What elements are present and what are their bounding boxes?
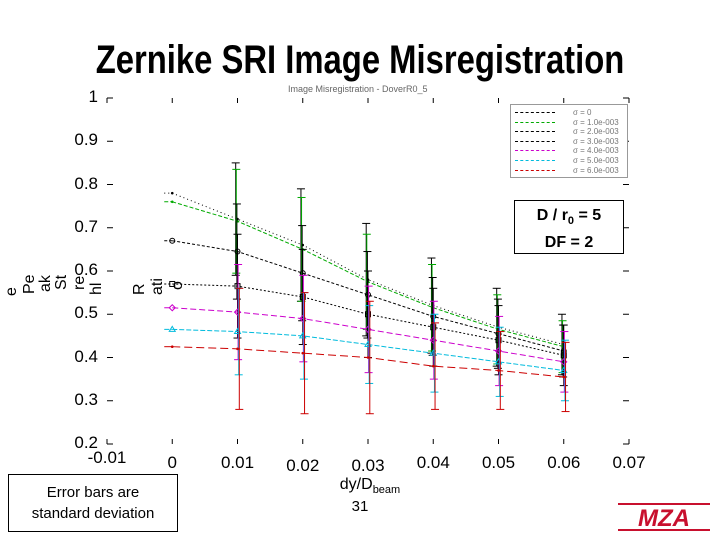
y-tick-label-5: 0.7 bbox=[74, 216, 98, 236]
legend-label-5: σ = 5.0e-003 bbox=[573, 156, 619, 165]
point-s3-p3 bbox=[365, 311, 371, 318]
y-tick-label-1: 0.3 bbox=[74, 389, 98, 409]
point-s6-p3 bbox=[366, 356, 370, 359]
legend-swatch-5 bbox=[515, 160, 555, 161]
x-tick-label-2: 0.01 bbox=[220, 453, 255, 472]
point-s6-p2 bbox=[301, 351, 305, 355]
x-tick-label-6: 0.05 bbox=[481, 453, 516, 472]
x-axis-label: dy/Dbeam bbox=[300, 476, 440, 496]
slide-title: Zernike SRI Image Misregistration bbox=[95, 38, 625, 82]
legend-label-4: σ = 4.0e-003 bbox=[573, 146, 619, 156]
series-line-3 bbox=[172, 283, 564, 356]
point-s3-p6 bbox=[560, 352, 567, 359]
note-line-2: standard deviation bbox=[31, 505, 155, 522]
page-number: 31 bbox=[351, 498, 369, 515]
annotation-df: DF = 2 bbox=[544, 234, 594, 252]
chart-subtitle: Image Misregistration - DoverR0_5 bbox=[288, 84, 428, 94]
point-s2-p0 bbox=[169, 237, 176, 244]
series-line-4 bbox=[172, 307, 564, 363]
legend-label-3: σ = 3.0e-003 bbox=[573, 136, 619, 146]
legend-swatch-6 bbox=[515, 169, 555, 171]
x-tick-label-7: 0.06 bbox=[547, 453, 581, 472]
series-line-5 bbox=[172, 328, 564, 371]
legend-label-1: σ = 1.0e-003 bbox=[573, 117, 619, 127]
y-axis-label-fragment-8: o bbox=[169, 281, 186, 290]
note-line-1: Error bars are bbox=[46, 484, 140, 501]
y-tick-label-8: 1 bbox=[88, 87, 98, 106]
x-axis-label-sub: beam bbox=[372, 484, 401, 497]
error-bar-note: Error bars are standard deviation bbox=[8, 474, 178, 532]
y-tick-label-6: 0.8 bbox=[74, 173, 98, 193]
y-axis-label-fragment-6: R bbox=[131, 283, 148, 295]
y-axis-label-fragment-7: ati bbox=[149, 278, 166, 295]
annotation-dr-sub: 0 bbox=[567, 215, 575, 228]
x-tick-label-0: -0.01 bbox=[87, 448, 127, 467]
point-s3-p2 bbox=[299, 293, 306, 300]
y-axis-label-fragment-4: re bbox=[71, 275, 88, 290]
x-tick-label-4: 0.03 bbox=[351, 456, 385, 475]
x-tick-label-1: 0 bbox=[167, 453, 177, 472]
legend-swatch-2 bbox=[515, 131, 555, 133]
point-s6-p4 bbox=[431, 364, 435, 368]
y-tick-label-2: 0.4 bbox=[74, 346, 98, 366]
y-tick-label-0: 0.2 bbox=[74, 433, 98, 452]
legend-label-2: σ = 2.0e-003 bbox=[573, 127, 619, 137]
y-axis-label-fragment-5: hl bbox=[88, 282, 105, 295]
y-axis-label-fragment-3: St bbox=[53, 274, 70, 290]
point-s3-p0 bbox=[169, 280, 176, 287]
legend-swatch-0 bbox=[515, 112, 555, 113]
x-axis-label-main: dy/D bbox=[339, 476, 373, 493]
annotation-dr-value: = 5 bbox=[574, 207, 602, 224]
point-s6-p5 bbox=[497, 369, 500, 372]
legend-label-6: σ = 6.0e-003 bbox=[573, 165, 619, 175]
mza-logo: MZA bbox=[618, 503, 710, 532]
point-s4-p0 bbox=[168, 304, 176, 312]
annotation-dr-prefix: D / r bbox=[536, 207, 568, 224]
point-s1-p0 bbox=[170, 200, 174, 204]
logo-text: MZA bbox=[638, 505, 690, 532]
point-s5-p0 bbox=[168, 325, 177, 332]
point-s3-p5 bbox=[495, 337, 502, 344]
y-axis-label-fragment-0: e bbox=[3, 287, 20, 296]
legend-swatch-3 bbox=[515, 140, 555, 142]
y-tick-label-7: 0.9 bbox=[74, 130, 98, 150]
x-tick-label-3: 0.02 bbox=[286, 456, 320, 475]
y-axis-label-fragment-2: ak bbox=[37, 275, 54, 292]
x-tick-label-5: 0.04 bbox=[416, 453, 450, 472]
y-tick-label-3: 0.5 bbox=[74, 303, 98, 323]
y-axis-label-fragment-1: Pe bbox=[21, 274, 38, 294]
point-s6-p1 bbox=[236, 347, 239, 351]
point-s6-p0 bbox=[170, 345, 174, 348]
parameter-annotation: D / r0 = 5 DF = 2 bbox=[514, 200, 624, 254]
point-s0-p0 bbox=[170, 191, 174, 195]
x-tick-label-8: 0.07 bbox=[612, 453, 646, 472]
y-tick-label-4: 0.6 bbox=[74, 260, 98, 279]
point-s3-p4 bbox=[430, 324, 437, 331]
legend-swatch-1 bbox=[515, 121, 555, 123]
point-s6-p6 bbox=[562, 375, 566, 379]
legend-label-0: σ = 0 bbox=[573, 108, 592, 117]
legend-swatch-4 bbox=[515, 150, 555, 152]
